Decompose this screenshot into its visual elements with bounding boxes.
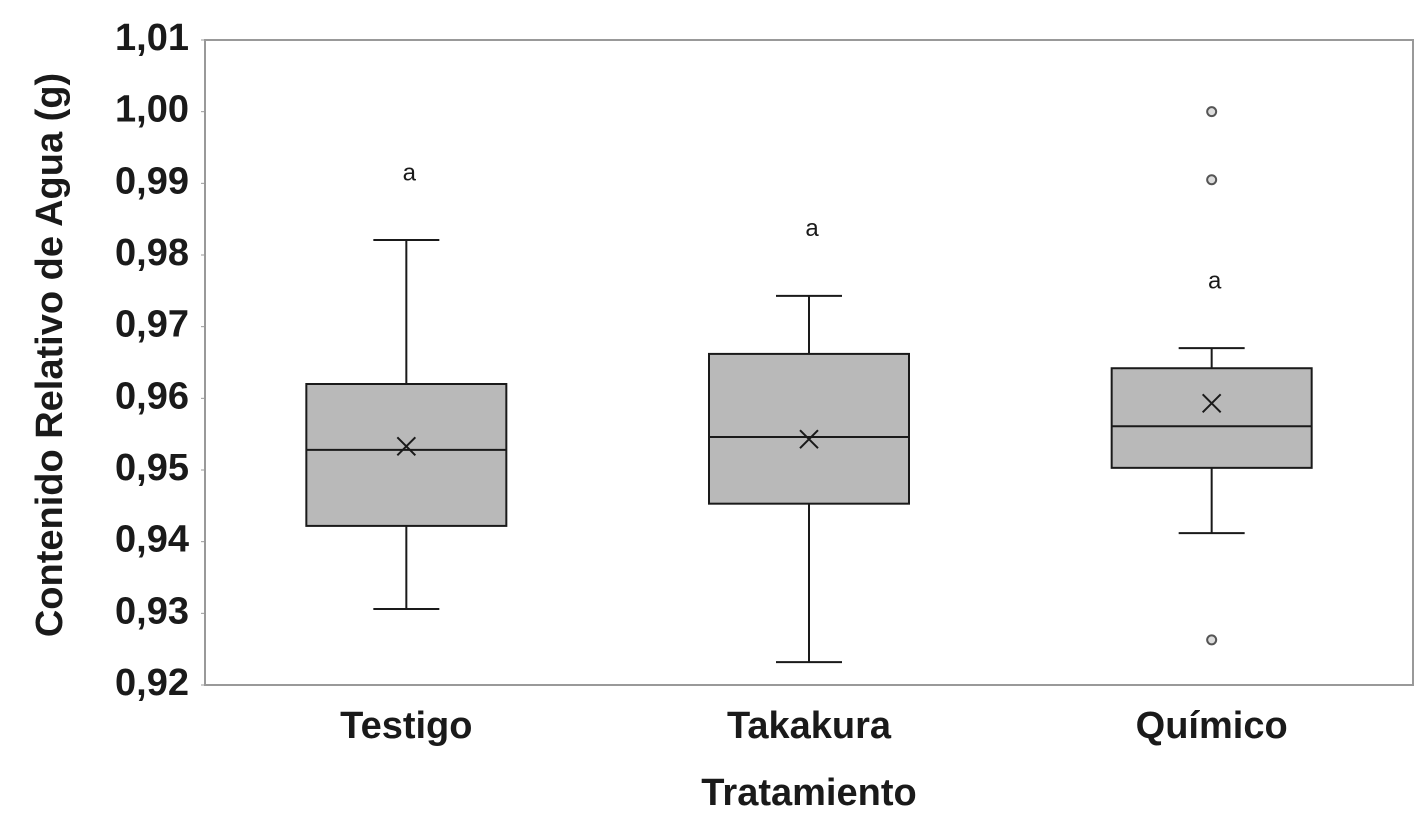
y-tick-label: 0,96 — [115, 375, 189, 417]
x-tick-label: Químico — [1136, 705, 1288, 747]
outlier — [1206, 174, 1218, 186]
y-tick-label: 0,97 — [115, 304, 189, 346]
y-tick-label: 0,98 — [115, 232, 189, 274]
y-axis-title: Contenido Relativo de Agua (g) — [29, 73, 71, 637]
box — [305, 383, 508, 527]
y-tick-label: 0,94 — [115, 519, 189, 561]
mean-marker — [396, 436, 417, 457]
mean-marker — [1201, 393, 1222, 414]
x-tick-label: Takakura — [727, 705, 892, 747]
y-tick-label: 0,92 — [115, 662, 189, 704]
mean-marker — [799, 429, 819, 449]
x-axis-title: Tratamiento — [701, 772, 916, 814]
outlier — [1206, 106, 1218, 118]
box — [708, 352, 910, 505]
y-tick-label: 0,93 — [115, 590, 189, 632]
group-letter: a — [1208, 268, 1222, 295]
outlier — [1206, 634, 1218, 646]
x-tick-label: Testigo — [340, 705, 472, 747]
y-tick-label: 0,99 — [115, 160, 189, 202]
plot-frame — [204, 39, 1414, 686]
y-tick-label: 1,00 — [115, 89, 189, 131]
group-letter: a — [403, 159, 417, 186]
group-letter: a — [805, 215, 819, 242]
y-tick-label: 1,01 — [115, 17, 189, 59]
box — [1110, 367, 1313, 469]
y-tick-label: 0,95 — [115, 447, 189, 489]
